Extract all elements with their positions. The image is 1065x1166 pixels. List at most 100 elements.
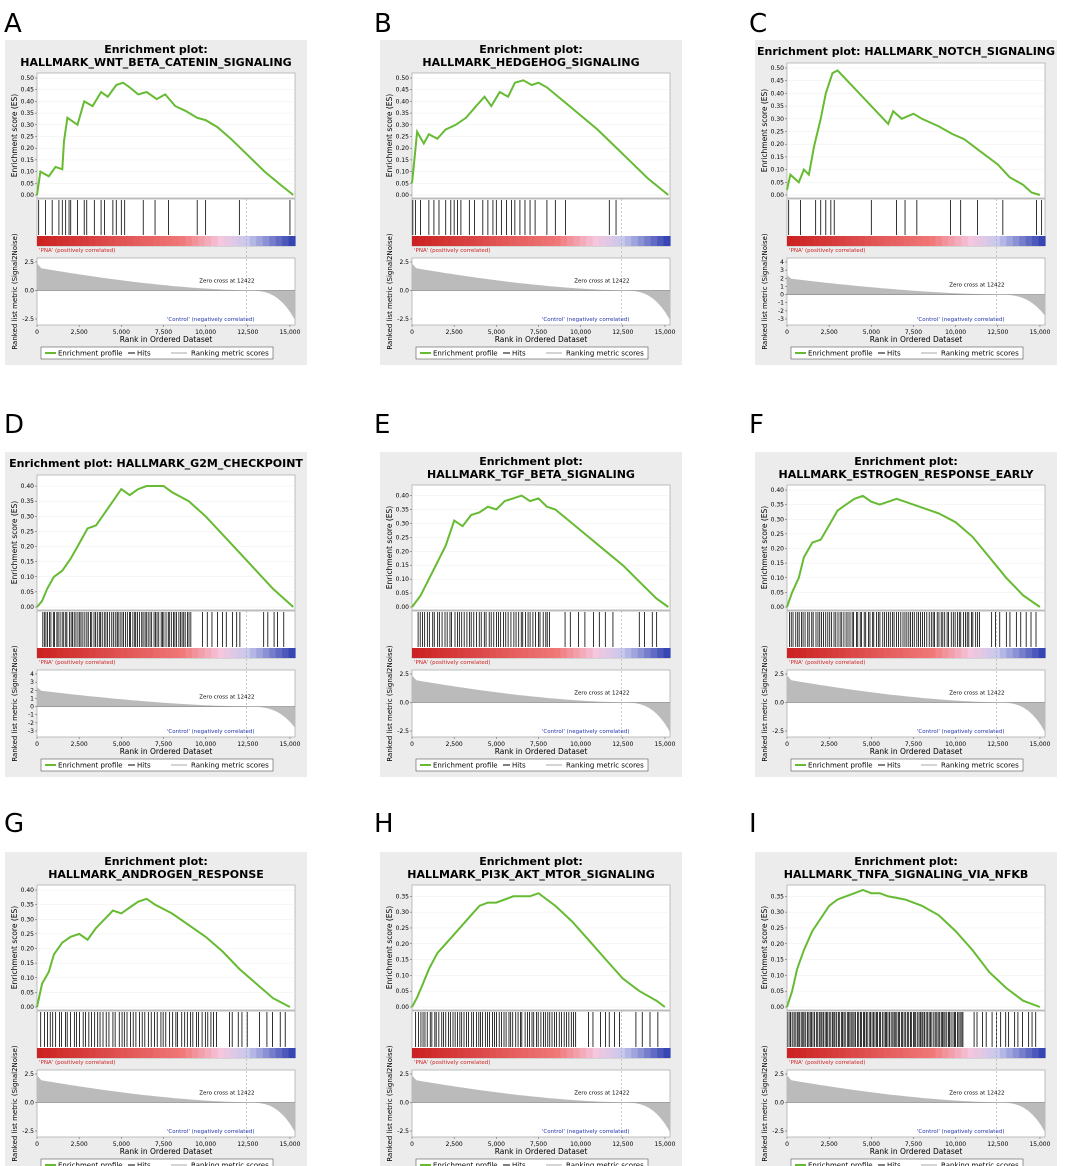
color-bar-segment: [217, 236, 225, 246]
es-tick-label: 0.05: [21, 989, 35, 996]
x-tick-label: 2,500: [71, 329, 88, 336]
es-tick-label: 0.20: [21, 145, 35, 152]
rank-axis-label: Ranked list metric (Signal2Noise): [761, 233, 769, 350]
rank-tick-label: 0.0: [399, 700, 409, 707]
x-tick-label: 0: [410, 741, 414, 748]
color-bar-segment: [489, 648, 497, 658]
es-tick-label: 0.25: [771, 925, 785, 932]
rank-plot-area: [411, 669, 671, 738]
color-bar-segment: [560, 1048, 568, 1058]
zero-cross-label: Zero cross at 12422: [574, 691, 629, 697]
es-tick-label: 0.25: [396, 534, 410, 541]
color-bar-segment: [114, 236, 122, 246]
es-axis-label: Enrichment score (ES): [760, 506, 769, 589]
color-bar-segment: [857, 236, 865, 246]
es-tick-label: 0.15: [396, 562, 410, 569]
legend-hits-label: Hits: [137, 1162, 151, 1166]
color-bar-segment: [457, 1048, 465, 1058]
es-tick-label: 0.25: [396, 134, 410, 141]
color-bar-segment: [69, 236, 77, 246]
es-tick-label: 0.35: [21, 498, 35, 505]
es-plot-area: [786, 62, 1046, 199]
color-bar-segment: [644, 648, 652, 658]
legend-profile-label: Enrichment profile: [808, 1162, 873, 1166]
color-bar-segment: [806, 236, 814, 246]
x-tick-label: 15,000: [279, 1141, 300, 1148]
es-tick-label: 0.35: [771, 103, 785, 110]
color-bar-segment: [120, 1048, 128, 1058]
es-axis-label: Enrichment score (ES): [760, 89, 769, 172]
color-bar-segment: [553, 236, 561, 246]
rank-axis-label: Ranked list metric (Signal2Noise): [11, 645, 19, 762]
color-bar-segment: [88, 236, 96, 246]
panel-e: E Enrichment plot:HALLMARK_TGF_BETA_SIGNA…: [374, 410, 682, 777]
legend-ranking-label: Ranking metric scores: [191, 762, 269, 770]
color-bar-segment: [275, 648, 283, 658]
rank-tick-label: -2.5: [397, 1128, 409, 1135]
legend-hits-label: Hits: [512, 1162, 526, 1166]
color-bar-segment: [941, 648, 949, 658]
enrichment-profile-line: [786, 494, 1041, 608]
color-bar-segment: [470, 648, 478, 658]
legend-profile-label: Enrichment profile: [808, 350, 873, 358]
legend-ranking-label: Ranking metric scores: [566, 350, 644, 358]
color-bar-segment: [806, 648, 814, 658]
color-bar-segment: [198, 648, 206, 658]
color-bar-segment: [489, 236, 497, 246]
es-tick-label: 0.25: [396, 925, 410, 932]
color-bar-segment: [437, 236, 445, 246]
es-tick-label: 0.10: [396, 169, 410, 176]
es-tick-label: 0.10: [771, 575, 785, 582]
color-bar-segment: [980, 236, 988, 246]
color-bar-segment: [133, 236, 141, 246]
es-axis-label: Enrichment score (ES): [10, 94, 19, 177]
color-bar-segment: [825, 236, 833, 246]
color-bar-segment: [999, 648, 1007, 658]
color-bar-segment: [631, 236, 639, 246]
es-tick-label: 0.15: [21, 559, 35, 566]
color-bar-segment: [1012, 648, 1020, 658]
color-bar-segment: [230, 648, 238, 658]
rank-axis-label: Ranked list metric (Signal2Noise): [761, 1045, 769, 1162]
color-bar-segment: [495, 1048, 503, 1058]
legend-ranking-label: Ranking metric scores: [191, 350, 269, 358]
rank-tick-label: 0: [780, 292, 784, 299]
color-bar-segment: [521, 1048, 529, 1058]
color-bar-segment: [476, 1048, 484, 1058]
color-bar-segment: [243, 648, 251, 658]
color-bar-segment: [586, 1048, 594, 1058]
x-tick-label: 7,500: [905, 741, 922, 748]
x-tick-label: 5,000: [863, 741, 880, 748]
x-tick-label: 0: [785, 1141, 789, 1148]
panel-h: H Enrichment plot:HALLMARK_PI3K_AKT_MTOR_…: [374, 809, 682, 1166]
enrichment-profile-line: [411, 79, 669, 196]
color-bar-segment: [618, 648, 626, 658]
color-bar-segment: [166, 236, 174, 246]
es-tick-label: 0.05: [771, 988, 785, 995]
es-tick-label: 0.35: [771, 893, 785, 900]
color-bar-segment: [845, 648, 853, 658]
rank-plot-area: [786, 669, 1046, 738]
color-bar-segment: [961, 648, 969, 658]
color-bar-segment: [140, 1048, 148, 1058]
x-tick-label: 2,500: [71, 741, 88, 748]
x-tick-label: 5,000: [488, 1141, 505, 1148]
panel-i: I Enrichment plot:HALLMARK_TNFA_SIGNALING…: [749, 809, 1057, 1166]
color-bar-segment: [618, 1048, 626, 1058]
es-tick-label: 0.20: [396, 941, 410, 948]
color-bar-segment: [1025, 648, 1033, 658]
color-bar-segment: [482, 236, 490, 246]
color-bar-segment: [838, 648, 846, 658]
color-bar-segment: [262, 236, 270, 246]
positive-label: 'PNA' (positively correlated): [39, 660, 115, 666]
color-bar-segment: [832, 648, 840, 658]
plot-title: Enrichment plot:: [479, 43, 583, 56]
x-tick-label: 7,500: [530, 741, 547, 748]
color-bar-segment: [275, 1048, 283, 1058]
rank-tick-label: -2.5: [22, 316, 34, 323]
zero-cross-label: Zero cross at 12422: [949, 691, 1004, 697]
rank-tick-label: 0.0: [399, 1100, 409, 1107]
x-tick-label: 0: [785, 741, 789, 748]
rank-tick-label: 2.5: [399, 259, 409, 266]
color-bar-segment: [528, 1048, 536, 1058]
